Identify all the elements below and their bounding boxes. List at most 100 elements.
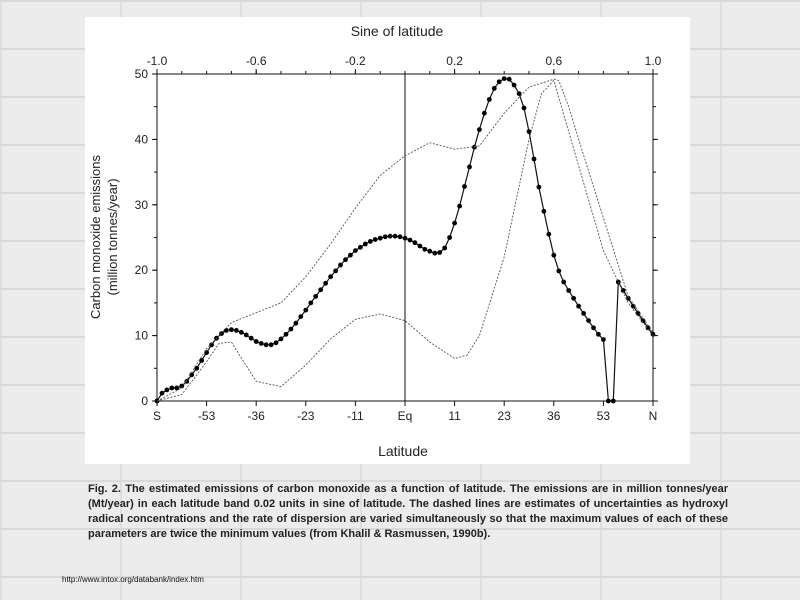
emissions-point (224, 328, 229, 333)
top-axis-tick-label: 0.6 (545, 54, 562, 68)
emissions-point (472, 144, 477, 150)
emissions-point (209, 342, 214, 348)
emissions-point (164, 387, 170, 393)
emissions-point (417, 243, 423, 249)
emissions-point (635, 311, 641, 316)
emissions-point (581, 311, 586, 316)
emissions-point (229, 327, 234, 333)
y-axis-tick-label: 50 (135, 67, 149, 81)
emissions-point (323, 280, 328, 286)
emissions-point (452, 220, 457, 226)
emissions-point (387, 233, 393, 239)
emissions-point (432, 250, 438, 256)
emissions-point (566, 288, 572, 293)
emissions-point (625, 295, 631, 301)
emissions-point (184, 379, 190, 384)
y-axis-tick-label: 40 (135, 132, 149, 146)
emissions-point (248, 335, 254, 341)
emissions-point (496, 79, 502, 85)
emissions-point (243, 332, 249, 338)
emissions-point (546, 231, 552, 237)
emissions-point (551, 252, 557, 258)
emissions-point (333, 268, 338, 274)
x-axis-tick-label: Eq (398, 409, 413, 423)
emissions-point (288, 326, 294, 332)
emissions-point (278, 336, 284, 342)
emissions-point (382, 234, 388, 240)
top-axis-title: Sine of latitude (351, 23, 444, 39)
source-url: http://www.intox.org/databank/index.htm (62, 575, 204, 584)
x-axis-tick-label: 23 (498, 409, 512, 423)
emissions-point (377, 235, 383, 241)
y-axis-tick-label: 10 (135, 329, 149, 343)
emissions-point (348, 252, 353, 258)
emissions-point (313, 294, 319, 299)
caption-text: The estimated emissions of carbon monoxi… (88, 483, 728, 540)
emissions-point (174, 385, 180, 391)
x-axis-tick-label: S (153, 409, 161, 423)
emissions-point (159, 390, 165, 396)
emissions-point (268, 342, 274, 348)
emissions-point (308, 300, 314, 306)
uncertainty-line (156, 79, 654, 402)
emissions-point (462, 184, 467, 189)
emissions-point (293, 320, 299, 326)
emissions-point (427, 248, 433, 254)
top-axis-tick-label: -0.6 (246, 54, 267, 68)
emissions-point (601, 337, 606, 342)
emissions-point (199, 358, 204, 363)
emissions-point (298, 314, 304, 319)
top-axis-tick-label: -0.2 (345, 54, 366, 68)
x-axis-tick-label: 53 (597, 409, 611, 423)
emissions-chart: -1.0 -0.6 -0.2 0.2 0.6 1.0 S -53 -36 -23 -11 Eq 11 23… (88, 23, 662, 459)
emissions-point (516, 91, 522, 96)
emissions-point (541, 208, 547, 214)
emissions-point (318, 287, 324, 293)
emissions-point (367, 239, 373, 244)
emissions-point (526, 129, 532, 134)
emissions-point (372, 237, 378, 242)
emissions-point (536, 184, 542, 190)
emissions-point (482, 110, 487, 116)
emissions-point (402, 235, 408, 241)
emissions-point (531, 156, 537, 162)
caption-label: Fig. 2. (88, 483, 121, 495)
emissions-point (169, 385, 175, 391)
x-axis-tick-label: 36 (547, 409, 561, 423)
emissions-point (561, 279, 567, 285)
y-axis-tick-label: 20 (135, 263, 149, 277)
emissions-point (328, 274, 333, 280)
x-axis-tick-label: -11 (347, 409, 364, 423)
emissions-point (576, 303, 581, 309)
y-axis-tick-label: 30 (135, 198, 149, 212)
emissions-point (258, 341, 264, 346)
emissions-point (591, 325, 596, 331)
emissions-point (521, 105, 527, 111)
emissions-point (606, 398, 611, 404)
emissions-point (283, 331, 289, 337)
emissions-point (511, 82, 517, 88)
emissions-point (501, 76, 507, 81)
emissions-point (343, 257, 348, 263)
emissions-point (477, 127, 482, 132)
emissions-point (263, 342, 269, 348)
top-axis-tick-label: -1.0 (147, 54, 168, 68)
emissions-point (437, 250, 443, 255)
emissions-point (189, 372, 195, 378)
emissions-point (457, 203, 462, 209)
emissions-point (194, 365, 200, 371)
emissions-point (447, 235, 452, 240)
emissions-point (238, 329, 244, 335)
emissions-point (556, 268, 562, 274)
emissions-point (358, 244, 363, 250)
emissions-point (179, 383, 185, 389)
x-axis-tick-label: -23 (297, 409, 315, 423)
emissions-point (596, 331, 601, 337)
emissions-point (645, 325, 651, 331)
x-axis-tick-label: -36 (248, 409, 266, 423)
emissions-point (397, 234, 403, 240)
emissions-point (412, 240, 418, 246)
emissions-point (586, 318, 591, 323)
figure-caption: Fig. 2. The estimated emissions of carbo… (88, 482, 728, 542)
emissions-point (442, 245, 448, 251)
